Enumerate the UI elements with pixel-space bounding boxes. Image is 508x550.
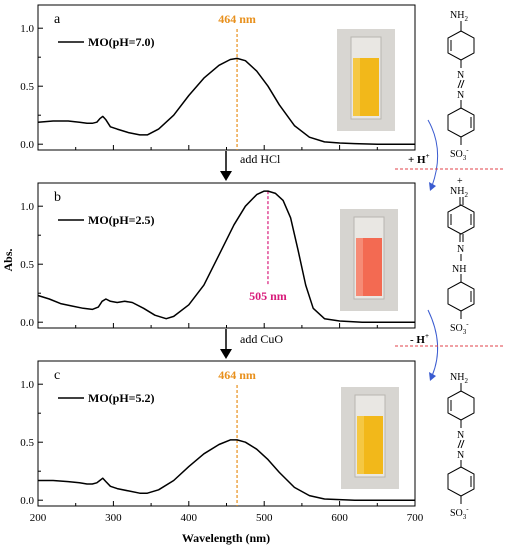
legend-label: MO(pH=2.5) (88, 213, 155, 227)
x-tick-labels: 200 300 400 500 600 700 (30, 512, 424, 524)
cuvette-photo-a (337, 29, 395, 131)
svg-text:N: N (457, 70, 464, 81)
cuvette-photo-b (340, 209, 398, 311)
legend-label: MO(pH=5.2) (88, 391, 155, 405)
step-label-acid: add HCl (240, 152, 281, 166)
svg-text:N: N (457, 430, 464, 441)
x-tick-label: 300 (105, 512, 122, 524)
panel-b: 0.0 0.5 1.0 b MO(pH=2.5) 505 nm (20, 182, 416, 329)
chem-nh2-3-sub: 2 (464, 377, 468, 385)
structure-neutral-bottom: NH2 N N SO3- (447, 372, 475, 521)
chem-nh2-1: NH (450, 10, 464, 21)
chem-plus-2: + (457, 176, 463, 187)
chem-so3-1-sub: 3 (463, 154, 467, 162)
y-tick-label: 0.0 (20, 139, 34, 151)
chem-nh2-3: NH (450, 372, 464, 383)
proton-minus-sup: + (425, 332, 429, 340)
svg-text:N: N (457, 244, 464, 255)
panel-letter-a: a (54, 12, 61, 27)
series-line (37, 190, 415, 323)
x-tick-label: 700 (407, 512, 424, 524)
chem-so3-2: SO (450, 323, 463, 334)
svg-text:- H+: - H+ (410, 332, 429, 346)
svg-text:N: N (457, 90, 464, 101)
svg-text:NH2: NH2 (450, 10, 468, 23)
y-tick-label: 0.0 (20, 317, 34, 329)
proton-plus-sup: + (426, 152, 430, 160)
deprotonation-step: - H+ (395, 309, 505, 381)
proton-plus-label: + H (408, 154, 426, 166)
peak-label: 464 nm (218, 12, 256, 26)
svg-text:N: N (457, 450, 464, 461)
y-axis-label: Abs. (1, 248, 15, 271)
series-line (37, 57, 415, 145)
x-tick-label: 600 (331, 512, 348, 524)
panels: 0.0 0.5 1.0 a MO(pH=7.0) 464 nm 0.0 0.5 1.0 b MO(p… (20, 4, 416, 507)
chem-nh-2: NH (452, 264, 466, 275)
y-tick-label: 0.5 (20, 437, 34, 449)
panel-letter-b: b (54, 190, 61, 205)
x-axis-label: Wavelength (nm) (182, 531, 270, 545)
x-tick-label: 200 (30, 512, 47, 524)
series-line (38, 439, 415, 501)
y-tick-label: 0.5 (20, 81, 34, 93)
y-tick-label: 0.5 (20, 259, 34, 271)
proton-minus-label: - H (410, 334, 425, 346)
chem-so3-3-sup: - (466, 505, 469, 513)
chem-so3-2-sub: 3 (463, 328, 467, 336)
chem-so3-3: SO (450, 508, 463, 519)
chem-nh2-2: NH (450, 186, 464, 197)
y-tick-label: 0.0 (20, 495, 34, 507)
peak-label: 505 nm (249, 289, 287, 303)
y-tick-label: 1.0 (20, 201, 34, 213)
svg-text:NH2: NH2 (450, 186, 468, 199)
protonation-step: + H+ (395, 119, 505, 191)
step-arrow-cuo: add CuO (220, 329, 283, 359)
svg-text:SO3-: SO3- (450, 320, 469, 336)
structure-neutral-top: NH2 N N SO3- (447, 10, 475, 162)
y-tick-label: 1.0 (20, 379, 34, 391)
peak-label: 464 nm (218, 368, 256, 382)
structure-protonated-middle: + NH2 N NH SO3- (447, 176, 475, 336)
panel-letter-c: c (54, 368, 60, 383)
chem-nh2-1-sub: 2 (464, 15, 468, 23)
x-tick-label: 500 (256, 512, 273, 524)
chemical-structures: NH2 N N SO3- + NH2 N (395, 10, 505, 521)
svg-text:+ H+: + H+ (408, 152, 430, 166)
cuvette-photo-c (341, 387, 399, 489)
chem-nh2-2-sub: 2 (464, 191, 468, 199)
step-arrow-acid: add HCl (220, 151, 281, 181)
x-tick-label: 400 (181, 512, 198, 524)
chem-so3-2-sup: - (466, 320, 469, 328)
step-label-cuo: add CuO (240, 332, 283, 346)
svg-text:NH2: NH2 (450, 372, 468, 385)
chem-so3-1-sup: - (466, 146, 469, 154)
panel-c: 0.0 0.5 1.0 c MO(pH=5.2) 464 nm (20, 360, 416, 507)
svg-text:SO3-: SO3- (450, 146, 469, 162)
y-tick-label: 1.0 (20, 23, 34, 35)
chem-so3-3-sub: 3 (463, 513, 467, 521)
svg-text:SO3-: SO3- (450, 505, 469, 521)
legend-label: MO(pH=7.0) (88, 35, 155, 49)
panel-a: 0.0 0.5 1.0 a MO(pH=7.0) 464 nm (20, 4, 416, 151)
chem-so3-1: SO (450, 149, 463, 160)
